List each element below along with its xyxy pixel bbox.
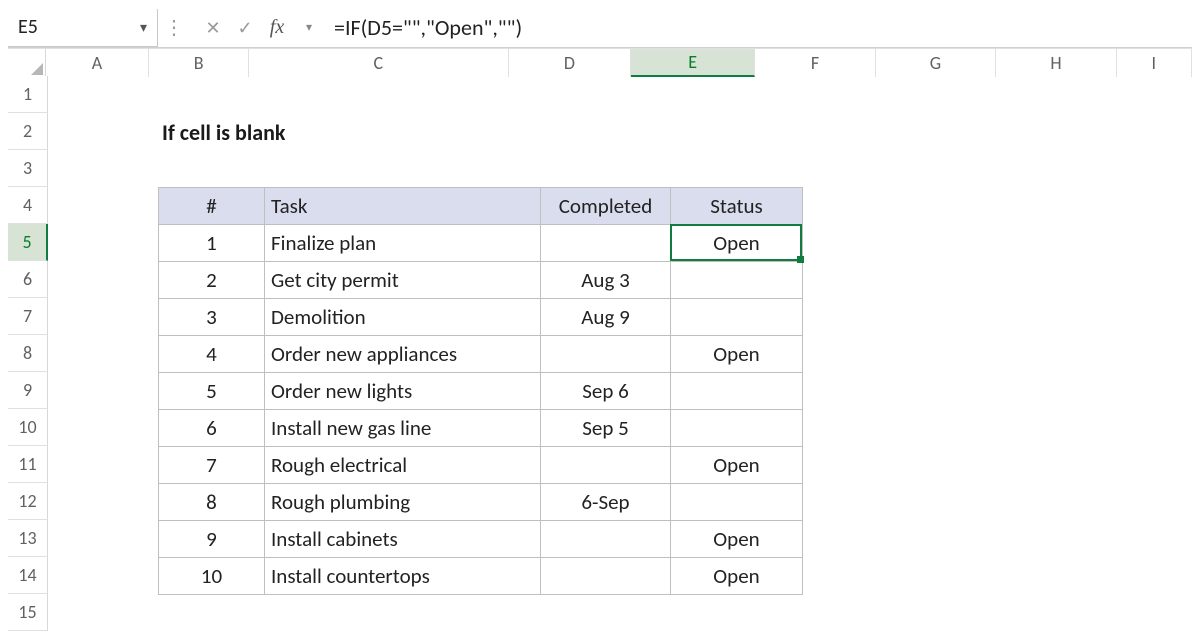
num-cell[interactable]: 9 — [159, 521, 265, 558]
row-header-9[interactable]: 9 — [8, 372, 48, 409]
task-cell[interactable]: Demolition — [265, 299, 541, 336]
table-row: 5Order new lightsSep 6 — [159, 373, 803, 410]
column-header-C[interactable]: C — [249, 49, 509, 77]
row-header-12[interactable]: 12 — [8, 483, 48, 520]
num-cell[interactable]: 1 — [159, 225, 265, 262]
task-cell[interactable]: Finalize plan — [265, 225, 541, 262]
data-table: # Task Completed Status 1Finalize plan Op… — [158, 187, 803, 595]
table-row: 4Order new appliances Open — [159, 336, 803, 373]
row-header-7[interactable]: 7 — [8, 298, 48, 335]
table-row: 10Install countertops Open — [159, 558, 803, 595]
row-header-6[interactable]: 6 — [8, 261, 48, 298]
column-header-H[interactable]: H — [996, 49, 1116, 77]
completed-cell[interactable]: Aug 3 — [541, 262, 671, 299]
num-cell[interactable]: 2 — [159, 262, 265, 299]
completed-cell[interactable]: Sep 6 — [541, 373, 671, 410]
task-cell[interactable]: Install new gas line — [265, 410, 541, 447]
num-cell[interactable]: 5 — [159, 373, 265, 410]
row-header-14[interactable]: 14 — [8, 557, 48, 594]
cancel-icon[interactable]: ✕ — [200, 15, 226, 41]
table-row: 9Install cabinets Open — [159, 521, 803, 558]
spreadsheet-grid: ABCDEFGHI 123456789101112131415 If cell … — [8, 48, 1192, 622]
formula-bar-controls: ✕ ✓ fx ▾ — [186, 8, 328, 47]
name-box[interactable]: E5 ▾ — [8, 9, 158, 47]
num-cell[interactable]: 6 — [159, 410, 265, 447]
status-cell[interactable] — [671, 373, 803, 410]
name-box-dropdown-icon[interactable]: ▾ — [140, 19, 147, 36]
column-headers: ABCDEFGHI — [8, 48, 1192, 76]
column-header-I[interactable]: I — [1117, 49, 1192, 77]
table-header-row: # Task Completed Status — [159, 188, 803, 225]
table-row: 6Install new gas lineSep 5 — [159, 410, 803, 447]
table-row: 2Get city permitAug 3 — [159, 262, 803, 299]
task-cell[interactable]: Get city permit — [265, 262, 541, 299]
fx-icon[interactable]: fx — [264, 15, 290, 41]
column-header-G[interactable]: G — [876, 49, 996, 77]
completed-cell[interactable]: 6-Sep — [541, 484, 671, 521]
row-header-15[interactable]: 15 — [8, 594, 48, 631]
column-header-B[interactable]: B — [149, 49, 249, 77]
num-cell[interactable]: 3 — [159, 299, 265, 336]
select-all-corner[interactable] — [8, 49, 46, 77]
confirm-icon[interactable]: ✓ — [232, 15, 258, 41]
status-cell[interactable] — [671, 484, 803, 521]
table-row: 7Rough electrical Open — [159, 447, 803, 484]
table-row: 1Finalize plan Open — [159, 225, 803, 262]
num-cell[interactable]: 4 — [159, 336, 265, 373]
sheet-title: If cell is blank — [162, 119, 285, 146]
header-task: Task — [265, 188, 541, 225]
status-cell[interactable]: Open — [671, 336, 803, 373]
completed-cell[interactable]: Sep 5 — [541, 410, 671, 447]
row-headers: 123456789101112131415 — [8, 76, 48, 631]
row-header-13[interactable]: 13 — [8, 520, 48, 557]
task-cell[interactable]: Order new lights — [265, 373, 541, 410]
completed-cell[interactable]: Aug 9 — [541, 299, 671, 336]
row-header-5[interactable]: 5 — [8, 224, 48, 261]
column-header-F[interactable]: F — [755, 49, 875, 77]
name-box-value: E5 — [18, 15, 38, 39]
column-header-D[interactable]: D — [509, 49, 631, 77]
row-header-3[interactable]: 3 — [8, 150, 48, 187]
row-header-11[interactable]: 11 — [8, 446, 48, 483]
completed-cell[interactable] — [541, 447, 671, 484]
status-cell[interactable] — [671, 262, 803, 299]
divider-icon: ⋮ — [158, 15, 186, 40]
status-cell[interactable]: Open — [671, 521, 803, 558]
status-cell[interactable]: Open — [671, 225, 803, 262]
task-cell[interactable]: Install cabinets — [265, 521, 541, 558]
status-cell[interactable]: Open — [671, 447, 803, 484]
completed-cell[interactable] — [541, 558, 671, 595]
completed-cell[interactable] — [541, 336, 671, 373]
num-cell[interactable]: 10 — [159, 558, 265, 595]
task-cell[interactable]: Rough plumbing — [265, 484, 541, 521]
num-cell[interactable]: 8 — [159, 484, 265, 521]
row-header-4[interactable]: 4 — [8, 187, 48, 224]
header-num: # — [159, 188, 265, 225]
formula-input[interactable]: =IF(D5="","Open","") — [328, 14, 1192, 41]
row-header-8[interactable]: 8 — [8, 335, 48, 372]
formula-bar: E5 ▾ ⋮ ✕ ✓ fx ▾ =IF(D5="","Open","") — [8, 8, 1192, 48]
status-cell[interactable] — [671, 410, 803, 447]
num-cell[interactable]: 7 — [159, 447, 265, 484]
row-header-2[interactable]: 2 — [8, 113, 48, 150]
task-cell[interactable]: Install countertops — [265, 558, 541, 595]
table-row: 8Rough plumbing6-Sep — [159, 484, 803, 521]
row-header-1[interactable]: 1 — [8, 76, 48, 113]
cell-area[interactable]: If cell is blank # Task Completed Status… — [48, 76, 1192, 622]
formula-dropdown-icon[interactable]: ▾ — [296, 15, 322, 41]
task-cell[interactable]: Rough electrical — [265, 447, 541, 484]
column-header-E[interactable]: E — [631, 49, 755, 77]
row-header-10[interactable]: 10 — [8, 409, 48, 446]
table-row: 3DemolitionAug 9 — [159, 299, 803, 336]
completed-cell[interactable] — [541, 521, 671, 558]
header-status: Status — [671, 188, 803, 225]
status-cell[interactable]: Open — [671, 558, 803, 595]
completed-cell[interactable] — [541, 225, 671, 262]
task-cell[interactable]: Order new appliances — [265, 336, 541, 373]
column-header-A[interactable]: A — [46, 49, 150, 77]
header-completed: Completed — [541, 188, 671, 225]
status-cell[interactable] — [671, 299, 803, 336]
